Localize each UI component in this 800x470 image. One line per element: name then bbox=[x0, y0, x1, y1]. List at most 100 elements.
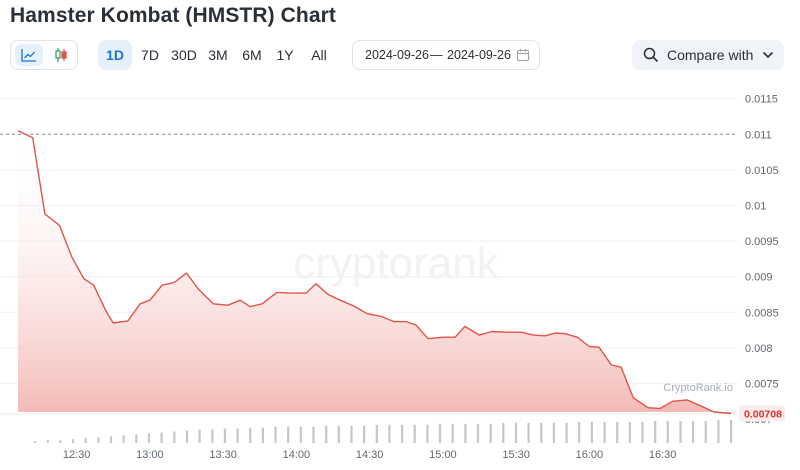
line-chart-button[interactable] bbox=[15, 44, 43, 66]
watermark: cryptorank bbox=[293, 239, 499, 288]
volume-bar bbox=[350, 425, 353, 444]
volume-bar bbox=[578, 421, 581, 443]
x-tick-label: 16:30 bbox=[649, 449, 677, 461]
volume-bar bbox=[312, 426, 315, 443]
volume-bar bbox=[666, 421, 669, 443]
price-area-fill bbox=[18, 130, 731, 414]
volume-bar bbox=[84, 438, 87, 443]
volume-bar bbox=[46, 440, 49, 443]
x-tick-label: 13:00 bbox=[136, 449, 164, 461]
volume-bar bbox=[730, 420, 733, 443]
volume-bar bbox=[616, 421, 619, 443]
line-chart-icon bbox=[21, 49, 36, 62]
volume-bar bbox=[249, 427, 252, 443]
y-tick-label: 0.0075 bbox=[745, 379, 779, 391]
volume-bar bbox=[692, 421, 695, 443]
volume-bar bbox=[717, 420, 720, 443]
volume-bar bbox=[185, 430, 189, 443]
volume-bar bbox=[502, 422, 505, 443]
volume-bar bbox=[704, 421, 707, 443]
last-price-badge bbox=[739, 405, 785, 422]
volume-bar bbox=[211, 429, 214, 443]
y-tick-label: 0.0095 bbox=[745, 236, 779, 248]
y-tick-label: 0.0085 bbox=[745, 307, 779, 319]
volume-bar bbox=[72, 439, 75, 443]
volume-bar bbox=[603, 421, 606, 443]
volume-bars bbox=[34, 420, 733, 444]
volume-bar bbox=[173, 431, 176, 443]
volume-bar bbox=[413, 424, 416, 443]
y-tick-label: 0.0105 bbox=[745, 165, 779, 177]
volume-bar bbox=[198, 429, 201, 443]
source-label: CryptoRank.io bbox=[663, 382, 733, 394]
price-line-layer bbox=[17, 130, 732, 415]
volume-bar bbox=[375, 424, 378, 443]
volume-bar bbox=[489, 423, 492, 443]
range-1y-button[interactable]: 1Y bbox=[276, 47, 294, 63]
price-line bbox=[17, 130, 732, 415]
volume-bar bbox=[388, 424, 391, 443]
x-axis: 12:30 13:00 13:30 14:00 14:30 15:00 15:30 16:00… bbox=[63, 449, 677, 461]
volume-bar bbox=[426, 424, 429, 443]
volume-bar bbox=[325, 425, 328, 444]
x-tick-label: 15:00 bbox=[429, 449, 457, 461]
volume-bar bbox=[540, 422, 543, 443]
volume-bar bbox=[261, 427, 264, 443]
volume-bar bbox=[160, 432, 163, 443]
range-6m-button[interactable]: 6M bbox=[242, 47, 262, 63]
y-tick-label: 0.0115 bbox=[745, 94, 778, 106]
range-30d-button[interactable]: 30D bbox=[171, 47, 197, 63]
compare-with-button[interactable]: Compare with bbox=[632, 40, 784, 70]
last-price-label: 0.00708 bbox=[744, 408, 782, 420]
page-title: Hamster Kombat (HMSTR) Chart bbox=[10, 4, 336, 27]
x-tick-label: 16:00 bbox=[576, 449, 604, 461]
volume-bar bbox=[654, 421, 657, 443]
search-icon bbox=[643, 47, 659, 63]
y-tick-label: 0.009 bbox=[745, 272, 773, 284]
volume-bar bbox=[464, 423, 467, 443]
volume-bar bbox=[97, 437, 100, 444]
y-tick-label: 0.011 bbox=[745, 129, 772, 141]
volume-bar bbox=[122, 435, 125, 443]
volume-bar bbox=[565, 422, 568, 443]
volume-bar bbox=[34, 441, 37, 443]
range-3m-button[interactable]: 3M bbox=[208, 47, 228, 63]
volume-bar bbox=[628, 421, 631, 443]
volume-bar bbox=[147, 433, 151, 443]
candlestick-icon bbox=[55, 48, 67, 62]
volume-bar bbox=[641, 421, 644, 443]
volume-bar bbox=[679, 421, 682, 443]
price-area bbox=[18, 130, 731, 414]
y-axis: 0.0115 0.011 0.0105 0.01 0.0095 0.009 0.0085 0.… bbox=[745, 94, 779, 426]
y-tick-label: 0.01 bbox=[745, 200, 766, 212]
range-1d-button[interactable]: 1D bbox=[98, 40, 132, 70]
volume-bar bbox=[287, 426, 290, 443]
volume-bar bbox=[451, 423, 454, 443]
range-all-button[interactable]: All bbox=[311, 47, 327, 63]
volume-bar bbox=[401, 424, 404, 443]
x-tick-label: 14:00 bbox=[283, 449, 311, 461]
chevron-down-icon bbox=[762, 51, 774, 59]
volume-bar bbox=[299, 426, 302, 443]
volume-bar bbox=[590, 421, 593, 443]
date-to: 2024-09-26 bbox=[447, 48, 511, 62]
volume-bar bbox=[363, 425, 366, 444]
volume-bar bbox=[337, 425, 340, 444]
volume-bar bbox=[274, 426, 277, 443]
range-7d-button[interactable]: 7D bbox=[141, 47, 159, 63]
volume-bar bbox=[236, 428, 239, 443]
y-tick-label: 0.008 bbox=[745, 343, 773, 355]
chart-type-toggle bbox=[10, 40, 78, 70]
x-tick-label: 15:30 bbox=[502, 449, 530, 461]
volume-bar bbox=[552, 422, 555, 443]
volume-bar bbox=[527, 422, 530, 443]
calendar-icon bbox=[516, 49, 530, 62]
candlestick-button[interactable] bbox=[47, 44, 75, 66]
date-from: 2024-09-26 bbox=[365, 48, 429, 62]
date-separator: — bbox=[430, 48, 443, 62]
x-tick-label: 12:30 bbox=[63, 449, 91, 461]
compare-with-label: Compare with bbox=[667, 47, 754, 63]
date-range-picker[interactable]: 2024-09-26 — 2024-09-26 bbox=[352, 40, 540, 70]
volume-bar bbox=[438, 423, 442, 443]
